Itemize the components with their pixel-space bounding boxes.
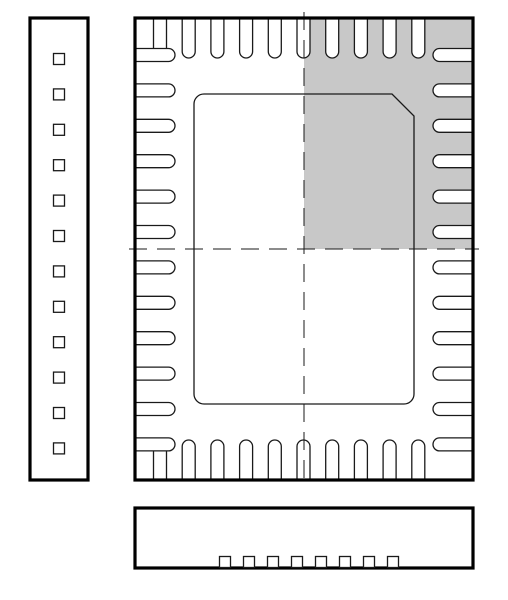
pin-right-11	[433, 403, 473, 416]
side-bottom-pad-8	[388, 557, 399, 568]
pin-left-4	[135, 155, 175, 168]
side-left-pad-5	[54, 195, 65, 206]
pin-bottom-10	[412, 440, 425, 480]
pin-top-7	[326, 18, 339, 58]
pin-top-8	[354, 18, 367, 58]
pin-right-12	[433, 438, 473, 451]
side-bottom-pad-3	[268, 557, 279, 568]
pin-left-8	[135, 296, 175, 309]
side-left-pad-12	[54, 443, 65, 454]
pin-left-10	[135, 367, 175, 380]
top-view	[129, 12, 479, 486]
side-left-pad-2	[54, 89, 65, 100]
pin-bottom-9	[383, 440, 396, 480]
pins-bottom	[154, 440, 425, 480]
pin-top-3	[211, 18, 224, 58]
side-bottom-pad-4	[292, 557, 303, 568]
pin-right-2	[433, 84, 473, 97]
pin-right-8	[433, 296, 473, 309]
side-left-pad-3	[54, 124, 65, 135]
side-left-pad-11	[54, 408, 65, 419]
pin-right-4	[433, 155, 473, 168]
pin-bottom-5	[268, 440, 281, 480]
side-bottom-pad-7	[364, 557, 375, 568]
pin-top-2	[182, 18, 195, 58]
side-bottom-outline	[135, 508, 473, 568]
pin-right-10	[433, 367, 473, 380]
pin-bottom-7	[326, 440, 339, 480]
pin-left-3	[135, 119, 175, 132]
pin-right-9	[433, 332, 473, 345]
side-view-bottom	[135, 508, 473, 568]
side-left-pad-8	[54, 301, 65, 312]
pin-bottom-4	[240, 440, 253, 480]
side-left-pad-9	[54, 337, 65, 348]
pin-top-4	[240, 18, 253, 58]
pin-left-7	[135, 261, 175, 274]
pin-left-11	[135, 403, 175, 416]
package-mechanical-drawing	[0, 0, 508, 600]
side-left-pad-10	[54, 372, 65, 383]
pin-left-9	[135, 332, 175, 345]
pin-right-6	[433, 226, 473, 239]
pin-left-5	[135, 190, 175, 203]
pin-left-2	[135, 84, 175, 97]
side-bottom-pad-2	[244, 557, 255, 568]
side-left-pad-6	[54, 231, 65, 242]
pin-top-9	[383, 18, 396, 58]
side-bottom-pad-1	[220, 557, 231, 568]
pin-top-10	[412, 18, 425, 58]
pin-right-3	[433, 119, 473, 132]
pin-right-5	[433, 190, 473, 203]
pin-bottom-2	[182, 440, 195, 480]
pin-left-1	[135, 49, 175, 62]
pin-left-12	[135, 438, 175, 451]
pins-top	[154, 18, 425, 58]
pin-top-5	[268, 18, 281, 58]
pin-right-7	[433, 261, 473, 274]
side-left-pad-1	[54, 54, 65, 65]
side-left-pad-4	[54, 160, 65, 171]
side-bottom-pad-5	[316, 557, 327, 568]
side-view-left	[30, 18, 88, 480]
pin-left-6	[135, 226, 175, 239]
pin-right-1	[433, 49, 473, 62]
pin-bottom-3	[211, 440, 224, 480]
side-bottom-pad-6	[340, 557, 351, 568]
pin-bottom-8	[354, 440, 367, 480]
pins-left	[135, 49, 175, 451]
side-left-pad-7	[54, 266, 65, 277]
